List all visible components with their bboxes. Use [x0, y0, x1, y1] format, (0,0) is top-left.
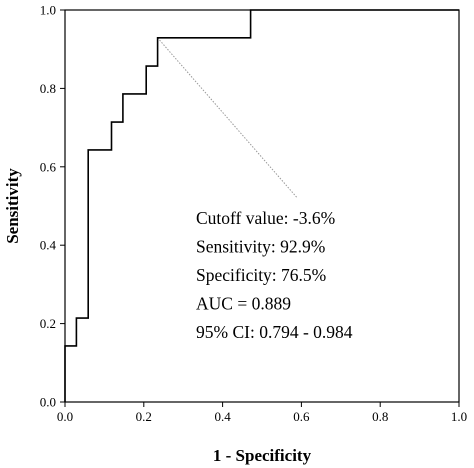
x-tick-label: 0.8 — [372, 409, 388, 424]
y-tick-label: 0.0 — [40, 395, 56, 410]
y-tick-label: 0.8 — [40, 81, 56, 96]
y-tick-label: 0.4 — [40, 238, 57, 253]
annotation-line: AUC = 0.889 — [196, 294, 291, 314]
y-tick-label: 0.2 — [40, 316, 56, 331]
y-tick-label: 1.0 — [40, 3, 56, 18]
x-tick-label: 0.2 — [136, 409, 152, 424]
x-tick-label: 1.0 — [451, 409, 467, 424]
y-axis-title: Sensitivity — [3, 168, 22, 244]
x-tick-label: 0.0 — [57, 409, 73, 424]
cutoff-leader-line — [157, 37, 298, 199]
x-tick-label: 0.4 — [214, 409, 231, 424]
axis-ticks: 0.0 0.2 0.4 0.6 0.8 1.0 0.0 0.2 0.4 0.6 0.8 1.0 — [40, 3, 467, 425]
roc-curve — [64, 9, 459, 402]
annotation-block: Cutoff value: -3.6% Sensitivity: 92.9% Spe… — [196, 208, 353, 342]
plot-frame — [64, 9, 460, 403]
annotation-line: Specificity: 76.5% — [196, 265, 326, 285]
annotation-line: Cutoff value: -3.6% — [196, 208, 335, 228]
annotation-line: Sensitivity: 92.9% — [196, 237, 325, 257]
annotation-line: 95% CI: 0.794 - 0.984 — [196, 322, 353, 342]
y-tick-label: 0.6 — [40, 159, 57, 174]
x-tick-label: 0.6 — [293, 409, 310, 424]
x-axis-title: 1 - Specificity — [213, 446, 312, 465]
